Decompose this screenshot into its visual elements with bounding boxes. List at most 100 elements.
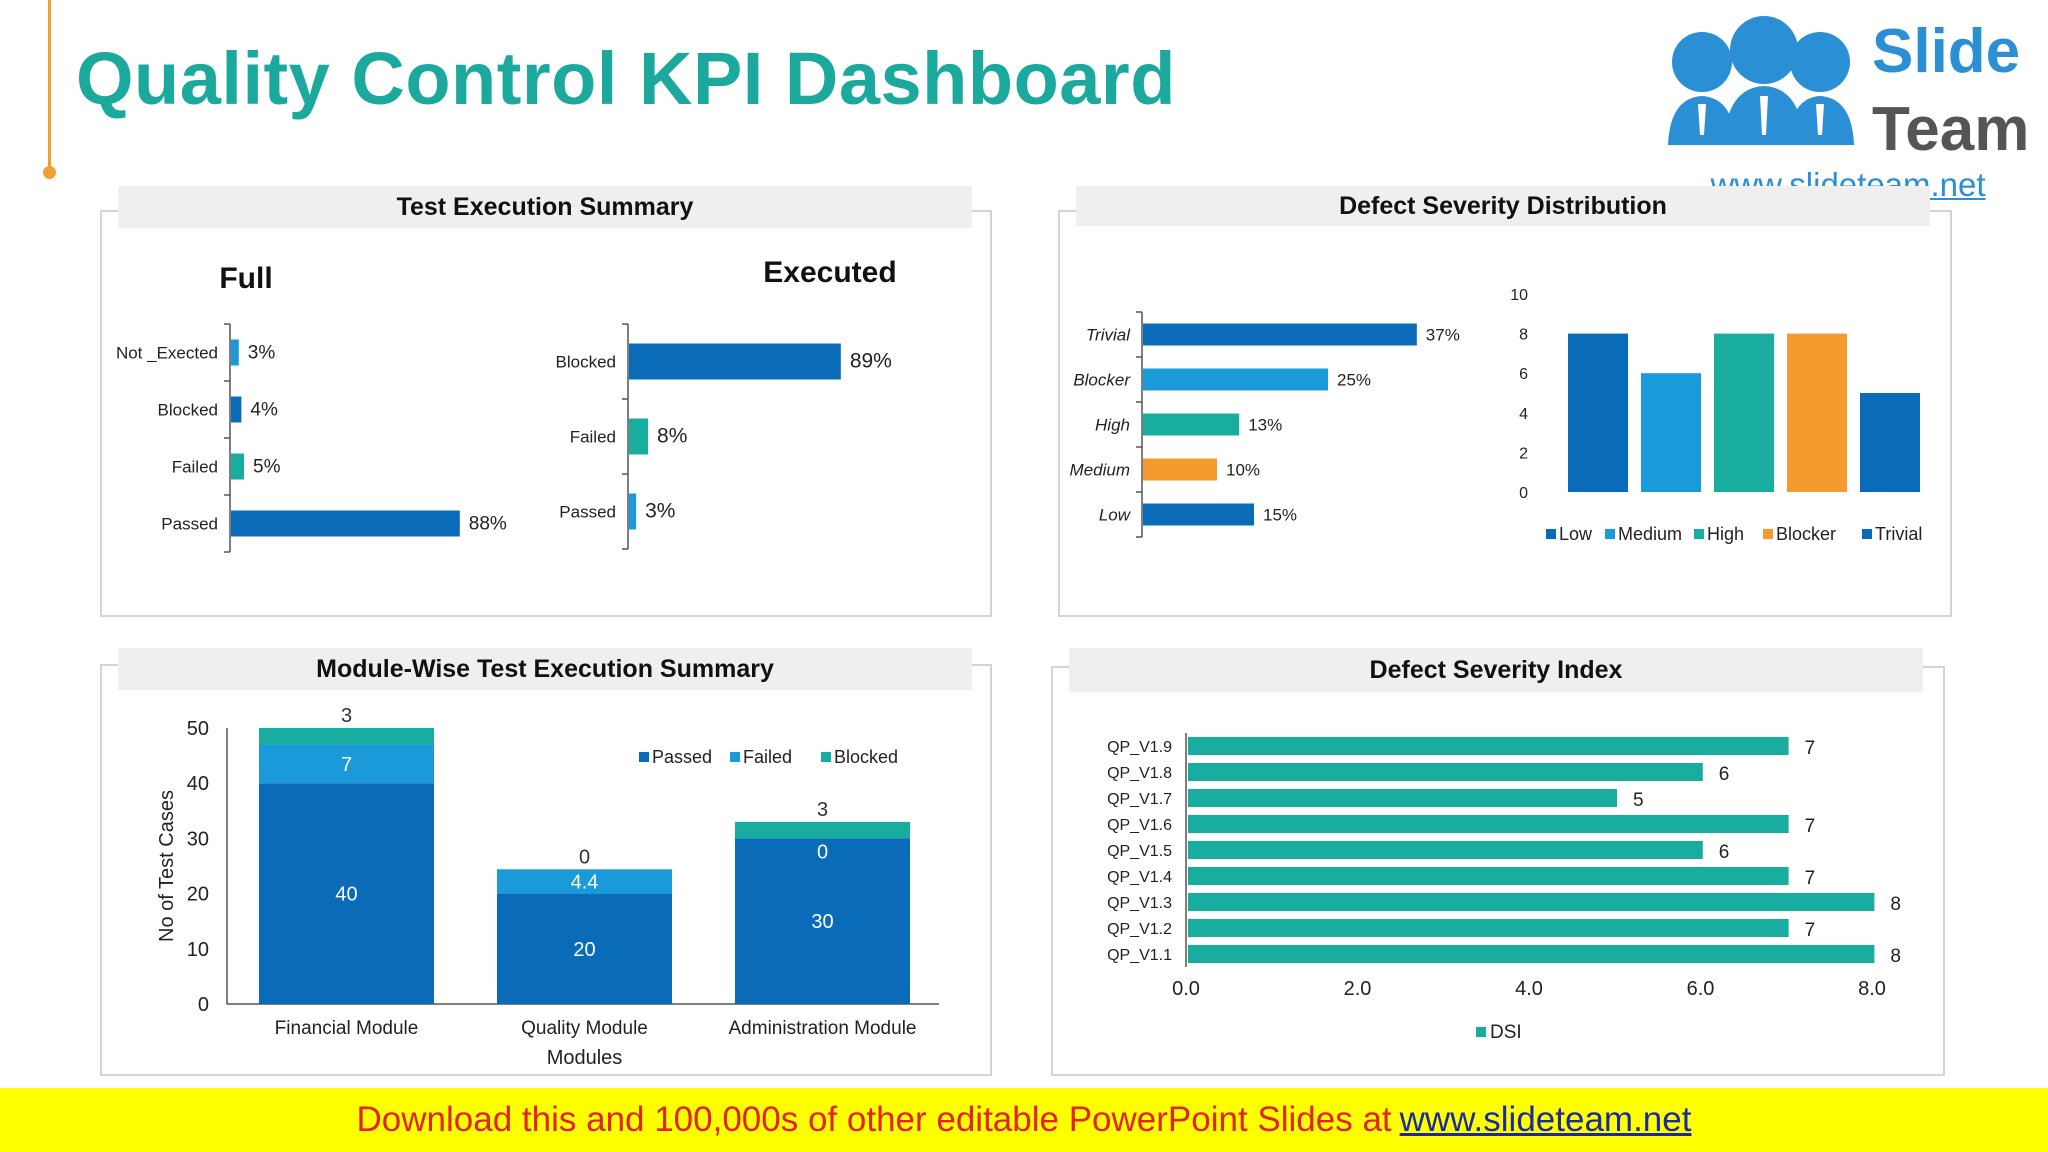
data-label: 10% bbox=[1226, 461, 1260, 480]
y-tick-label: 4 bbox=[1519, 406, 1528, 423]
x-tick-label: 2.0 bbox=[1344, 978, 1372, 1000]
data-label: 3 bbox=[341, 705, 352, 727]
data-label: 6 bbox=[1719, 764, 1730, 785]
category-label: Failed bbox=[172, 458, 218, 477]
footer-text: Download this and 100,000s of other edit… bbox=[356, 1100, 1392, 1139]
category-label: Financial Module bbox=[275, 1018, 419, 1039]
legend-swatch bbox=[1476, 1027, 1486, 1037]
data-label: 7 bbox=[1805, 868, 1816, 889]
legend-label: Trivial bbox=[1875, 524, 1922, 544]
legend-swatch bbox=[1694, 529, 1704, 539]
bar bbox=[231, 510, 460, 537]
category-label: QP_V1.5 bbox=[1107, 843, 1172, 860]
category-label: QP_V1.7 bbox=[1107, 791, 1172, 808]
bar-segment bbox=[497, 869, 672, 894]
accent-line bbox=[48, 0, 51, 170]
bar bbox=[1188, 919, 1789, 937]
category-label: Administration Module bbox=[729, 1018, 917, 1039]
legend-label: High bbox=[1707, 524, 1744, 544]
bar bbox=[231, 396, 242, 423]
category-label: Passed bbox=[161, 515, 218, 534]
y-tick-label: 0 bbox=[198, 994, 209, 1016]
people-icon bbox=[1668, 16, 1854, 145]
bar bbox=[1568, 333, 1628, 492]
bar bbox=[1143, 413, 1240, 436]
category-label: Medium bbox=[1070, 461, 1130, 480]
data-label: 4.4 bbox=[571, 871, 599, 893]
y-axis-label: No of Test Cases bbox=[156, 790, 178, 942]
bar bbox=[1188, 841, 1703, 859]
category-label: Trivial bbox=[1086, 326, 1131, 345]
footer-banner: Download this and 100,000s of other edit… bbox=[0, 1088, 2048, 1152]
category-label: QP_V1.9 bbox=[1107, 739, 1172, 756]
data-label: 5 bbox=[1633, 790, 1644, 811]
module-wise-title: Module-Wise Test Execution Summary bbox=[118, 648, 972, 690]
accent-dot bbox=[43, 166, 56, 179]
dsi-title: Defect Severity Index bbox=[1069, 648, 1923, 692]
category-label: QP_V1.1 bbox=[1107, 947, 1172, 964]
category-label: QP_V1.3 bbox=[1107, 895, 1172, 912]
slideteam-logo[interactable]: Slide Team www.slideteam.net bbox=[1640, 0, 2048, 203]
data-label: 40 bbox=[335, 884, 357, 906]
category-label: Blocked bbox=[158, 401, 218, 420]
y-tick-label: 20 bbox=[187, 884, 209, 906]
full-chart: Full Not _Exected 3% Blocked 4% Failed 5% Passe… bbox=[116, 262, 507, 553]
data-label: 6 bbox=[1719, 842, 1730, 863]
category-label: Blocked bbox=[556, 353, 616, 372]
bar bbox=[1143, 323, 1417, 346]
y-tick-label: 6 bbox=[1519, 366, 1528, 383]
data-label: 37% bbox=[1426, 326, 1460, 345]
data-label: 8% bbox=[657, 425, 687, 448]
legend-swatch bbox=[1763, 529, 1773, 539]
logo-line1: Slide bbox=[1872, 17, 2020, 86]
category-label: Passed bbox=[559, 503, 616, 522]
bar bbox=[231, 339, 239, 366]
legend-label: Failed bbox=[743, 747, 792, 767]
bar-segment bbox=[259, 744, 434, 784]
data-label: 25% bbox=[1337, 371, 1371, 390]
legend-label: Blocker bbox=[1776, 524, 1836, 544]
y-tick-label: 40 bbox=[187, 773, 209, 795]
bar bbox=[1143, 368, 1328, 391]
test-execution-title: Test Execution Summary bbox=[118, 186, 972, 228]
data-label: 88% bbox=[469, 514, 507, 535]
footer-link[interactable]: www.slideteam.net bbox=[1399, 1100, 1692, 1139]
legend-swatch bbox=[1605, 529, 1615, 539]
legend-swatch bbox=[1862, 529, 1872, 539]
data-label: 3% bbox=[248, 343, 276, 364]
x-tick-label: 8.0 bbox=[1858, 978, 1886, 1000]
bar bbox=[1188, 763, 1703, 781]
category-label: QP_V1.6 bbox=[1107, 817, 1172, 834]
legend-label: Medium bbox=[1618, 524, 1682, 544]
y-tick-label: 50 bbox=[187, 718, 209, 740]
category-label: High bbox=[1095, 416, 1130, 435]
category-label: Blocker bbox=[1073, 371, 1131, 390]
page-title: Quality Control KPI Dashboard bbox=[76, 37, 1176, 120]
bar bbox=[1188, 789, 1617, 807]
dsi-chart: QP_V1.9 7 QP_V1.8 6 QP_V1.7 5 QP_V1.6 7 QP_V1.5 6… bbox=[1107, 733, 1901, 1043]
legend-label: Low bbox=[1559, 524, 1593, 544]
x-tick-label: 4.0 bbox=[1515, 978, 1543, 1000]
legend-swatch bbox=[639, 752, 649, 762]
data-label: 3% bbox=[645, 500, 675, 523]
data-label: 7 bbox=[1805, 738, 1816, 759]
bar bbox=[629, 418, 649, 455]
bar bbox=[231, 453, 244, 480]
bar bbox=[1787, 333, 1847, 492]
data-label: 4% bbox=[250, 400, 278, 421]
data-label: 3 bbox=[817, 799, 828, 821]
bar-segment bbox=[259, 783, 434, 1004]
executed-chart: Executed Blocked 89% Failed 8% Passed 3% bbox=[556, 256, 897, 550]
data-label: 7 bbox=[1805, 920, 1816, 941]
y-tick-label: 0 bbox=[1519, 485, 1528, 502]
category-label: QP_V1.4 bbox=[1107, 869, 1172, 886]
data-label: 7 bbox=[341, 754, 352, 776]
bar bbox=[629, 493, 637, 530]
legend-swatch bbox=[1546, 529, 1556, 539]
data-label: 30 bbox=[811, 911, 833, 933]
bar bbox=[1143, 458, 1217, 481]
category-label: Quality Module bbox=[521, 1018, 648, 1039]
x-tick-label: 0.0 bbox=[1172, 978, 1200, 1000]
severity-percent-chart: Trivial 37% Blocker 25% High 13% Medium 10% Low 1… bbox=[1070, 311, 1460, 538]
